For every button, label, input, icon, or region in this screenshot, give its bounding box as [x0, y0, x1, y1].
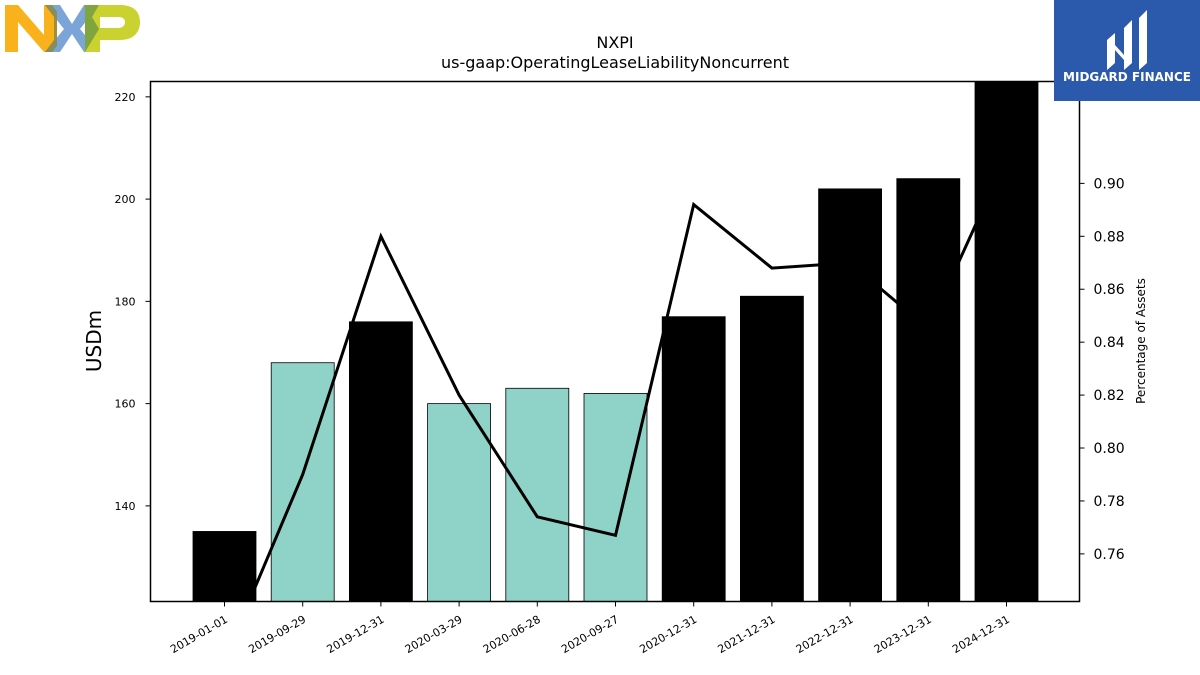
bar-2021-12-31 — [740, 295, 804, 602]
y2-tick-label: 0.90 — [1094, 176, 1125, 192]
bars-group — [192, 81, 1039, 602]
bar-2020-06-28 — [505, 387, 570, 602]
y-tick-label: 200 — [115, 193, 136, 206]
y-tick-label: 140 — [115, 500, 136, 513]
bar-2019-09-29 — [270, 362, 335, 602]
y-axis-left-label: USDm — [82, 310, 106, 372]
y2-tick-label: 0.78 — [1094, 494, 1125, 510]
y-tick-label: 220 — [115, 91, 136, 104]
nxp-logo — [5, 5, 140, 52]
y2-tick-label: 0.82 — [1094, 388, 1125, 404]
x-tick-label: 2023-12-31 — [872, 613, 934, 656]
x-tick-label: 2024-12-31 — [950, 613, 1012, 656]
bar-2024-12-31 — [974, 81, 1039, 602]
bar-2022-12-31 — [818, 188, 882, 602]
bar-2020-03-29 — [427, 403, 492, 602]
bar-2020-12-31 — [661, 316, 726, 602]
x-tick-label: 2020-12-31 — [637, 613, 699, 656]
x-tick-label: 2019-01-01 — [168, 613, 230, 656]
chart-title: NXPI — [596, 33, 633, 52]
y-axis-left: 140 160 180 200 220 — [115, 91, 151, 513]
x-tick-label: 2021-12-31 — [716, 613, 778, 656]
x-tick-label: 2020-09-27 — [559, 613, 621, 656]
x-tick-label: 2020-03-29 — [403, 613, 465, 656]
bar-2019-12-31 — [348, 321, 413, 602]
badge-label: MIDGARD FINANCE — [1063, 70, 1191, 84]
x-axis: 2019-01-01 2019-09-29 2019-12-31 2020-03-29… — [168, 601, 1012, 656]
bar-2019-01-01 — [192, 531, 257, 602]
percentage-line — [247, 156, 1008, 602]
y-axis-right: 0.76 0.78 0.80 0.82 0.84 0.86 0.88 0.90 — [1079, 176, 1125, 563]
chart-subtitle: us-gaap:OperatingLeaseLiabilityNoncurren… — [441, 53, 789, 72]
y-tick-label: 180 — [115, 295, 136, 308]
y2-tick-label: 0.84 — [1094, 335, 1125, 351]
y2-tick-label: 0.80 — [1094, 441, 1125, 457]
x-tick-label: 2022-12-31 — [794, 613, 856, 656]
y-axis-right-label: Percentage of Assets — [1134, 278, 1148, 404]
y2-tick-label: 0.88 — [1094, 229, 1125, 245]
midgard-finance-logo: MIDGARD FINANCE — [1054, 0, 1200, 101]
y2-tick-label: 0.86 — [1094, 282, 1125, 298]
x-tick-label: 2019-12-31 — [325, 613, 387, 656]
y2-tick-label: 0.76 — [1094, 547, 1125, 563]
x-tick-label: 2019-09-29 — [246, 613, 308, 656]
line-group — [247, 156, 1008, 602]
x-tick-label: 2020-06-28 — [481, 613, 543, 656]
bar-2020-09-27 — [583, 392, 648, 602]
y-tick-label: 160 — [115, 398, 136, 411]
bar-2023-12-31 — [896, 178, 961, 602]
